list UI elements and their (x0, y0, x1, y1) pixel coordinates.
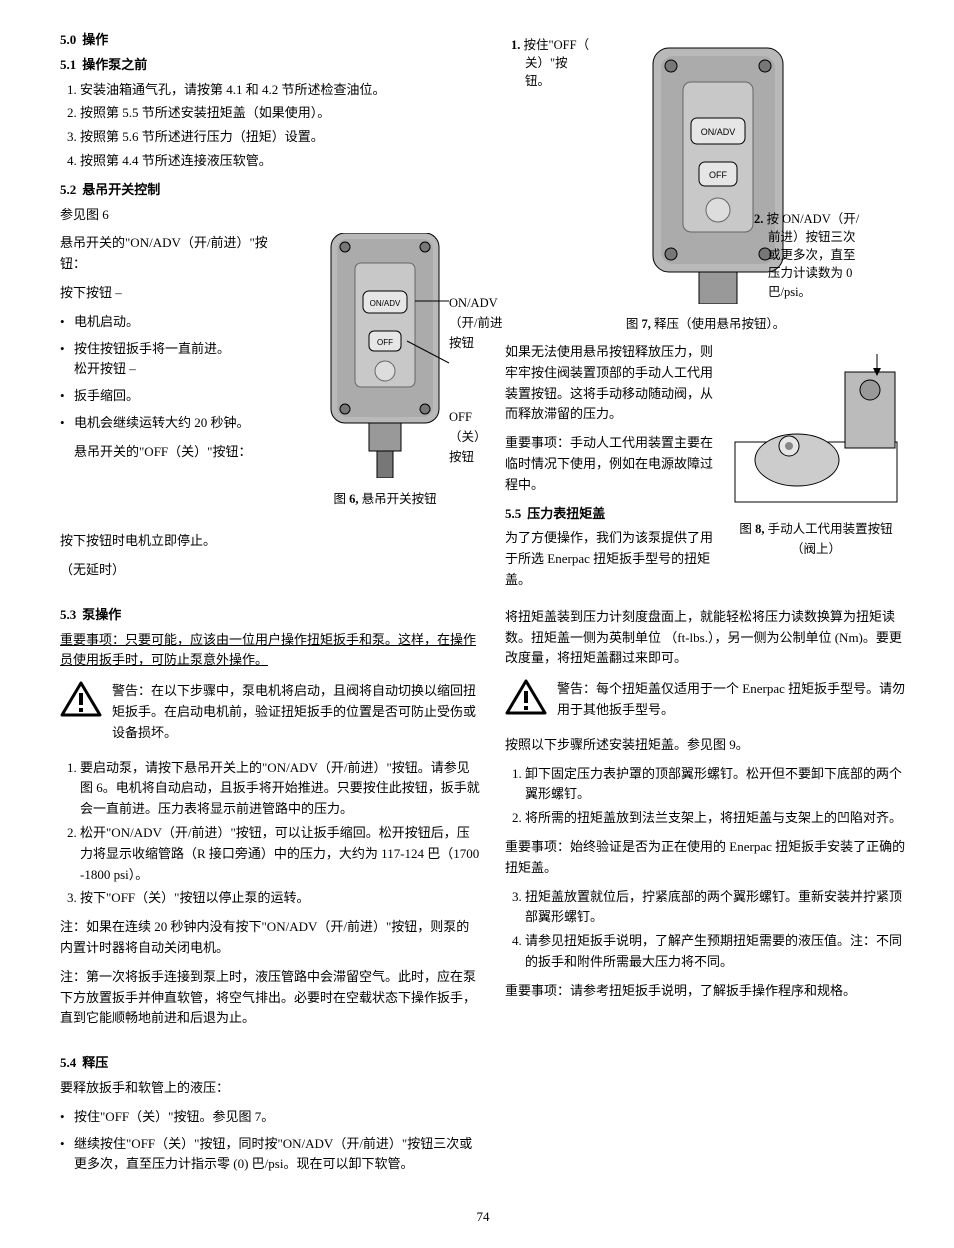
sec-5-4-num: 5.4 (60, 1055, 76, 1070)
sec-5-2-head: 5.2 悬吊开关控制 (60, 180, 481, 201)
list-item: 按照第 5.5 节所述安装扭矩盖（如果使用）。 (80, 103, 481, 124)
list-item: 安装油箱通气孔，请按第 4.1 和 4.2 节所述检查油位。 (80, 80, 481, 101)
fig6-l1: ON/ADV (449, 293, 507, 313)
s55-warning: 警告：每个扭矩盖仅适用于一个 Enerpac 扭矩扳手型号。请勿用于其他扳手型号… (505, 679, 906, 721)
sec-5-3-num: 5.3 (60, 607, 76, 622)
fig7-cap-prefix: 图 (626, 317, 639, 331)
figure-8: 图 8, 手动人工代用装置按钮 （阀上） (726, 342, 906, 559)
fig7-c1-3: 钮。 (511, 74, 550, 88)
fig7-c1-2: 关）"按 (511, 56, 568, 70)
s53-list: 要启动泵，请按下悬吊开关上的"ON/ADV（开/前进）"按钮。请参见图 6。电机… (60, 758, 481, 910)
right-column: 1. 按住"OFF（ 关）"按 钮。 ON/ADV (505, 30, 906, 1183)
sec-5-2-seefig: 参见图 6 (60, 205, 481, 226)
sec-5-3-head: 5.3 泵操作 (60, 605, 481, 626)
list-item: 按下"OFF（关）"按钮以停止泵的运转。 (80, 888, 481, 909)
figure-7-caption: 图 7, 释压（使用悬吊按钮）。 (505, 314, 906, 334)
fig7-callout-1: 1. 按住"OFF（ 关）"按 钮。 (511, 36, 641, 90)
s53-note2: 注：第一次将扳手连接到泵上时，液压管路中会滞留空气。此时，应在泵下方放置扳手并伸… (60, 967, 481, 1029)
list-item: 卸下固定压力表护罩的顶部翼形螺钉。松开但不要卸下底部的两个翼形螺钉。 (525, 764, 906, 806)
sec-5-1-head: 5.1 操作泵之前 (60, 55, 481, 76)
list-item: 电机会继续运转大约 20 秒钟。 (60, 413, 481, 434)
svg-text:ON/ADV: ON/ADV (701, 127, 736, 137)
s54-bullets: 按住"OFF（关）"按钮。参见图 7。 继续按住"OFF（关）"按钮，同时按"O… (60, 1107, 481, 1175)
s53-warning: 警告：在以下步骤中，泵电机将启动，且阀将自动切换以缩回扭矩扳手。在启动电机前，验… (60, 681, 481, 743)
fig6-cap-num: 6, (349, 492, 358, 506)
list-item: 扭矩盖放置就位后，拧紧底部的两个翼形螺钉。重新安装并拧紧顶部翼形螺钉。 (525, 887, 906, 929)
sec-5-2-txt: 悬吊开关控制 (82, 182, 160, 197)
fig6-cap-prefix: 图 (333, 492, 346, 506)
s55-p2: 将扭矩盖装到压力计刻度盘面上，就能轻松将压力读数换算为扭矩读数。扭矩盖一侧为英制… (505, 607, 906, 669)
fig7-c2-4: 压力计读数为 0 (754, 266, 852, 280)
page-number: 74 (60, 1207, 906, 1228)
fig7-c2-5: 巴/psi。 (754, 285, 811, 299)
list-item: 按照第 5.6 节所述进行压力（扭矩）设置。 (80, 127, 481, 148)
list-item: 继续按住"OFF（关）"按钮，同时按"ON/ADV（开/前进）"按钮三次或更多次… (60, 1134, 481, 1176)
list-item: 请参见扭矩扳手说明，了解产生预期扭矩需要的液压值。注：不同的扳手和附件所需最大压… (525, 931, 906, 973)
fig7-c2-1: 按 ON/ADV（开/ (767, 212, 860, 226)
sec-5-1-txt: 操作泵之前 (82, 57, 147, 72)
pendant-illustration-fig7: ON/ADV OFF (635, 44, 745, 311)
list-item: 要启动泵，请按下悬吊开关上的"ON/ADV（开/前进）"按钮。请参见图 6。电机… (80, 758, 481, 820)
list-item: 电机启动。 (60, 312, 481, 333)
fig7-c2-2: 前进）按钮三次 (754, 230, 856, 244)
list-item: 按照第 4.4 节所述连接液压软管。 (80, 151, 481, 172)
figure-8-caption: 图 8, 手动人工代用装置按钮 （阀上） (726, 519, 906, 559)
sec-5-0-head: 5.0 操作 (60, 30, 481, 51)
s53-note1: 注：如果在连续 20 秒钟内没有按下"ON/ADV（开/前进）"按钮，则泵的内置… (60, 917, 481, 959)
fig6-cap-txt: 悬吊开关按钮 (362, 492, 437, 506)
sec-5-4-head: 5.4 释压 (60, 1053, 481, 1074)
fig8-cap-prefix: 图 (739, 522, 752, 536)
sec-5-5-num: 5.5 (505, 506, 521, 521)
figure-7-image: 1. 按住"OFF（ 关）"按 钮。 ON/ADV (505, 30, 906, 310)
figure-8-image (727, 342, 905, 512)
s52-nodelay: （无延时） (60, 560, 481, 581)
svg-text:ON/ADV: ON/ADV (370, 299, 401, 308)
fig7-c2-b: 2. (754, 212, 763, 226)
fig7-c1-1: 按住"OFF（ (524, 38, 590, 52)
fig6-l6: 按钮 (449, 447, 507, 467)
warning-icon (60, 681, 102, 717)
sec-5-5-txt: 压力表扭矩盖 (527, 506, 605, 521)
figure-7: 1. 按住"OFF（ 关）"按 钮。 ON/ADV (505, 30, 906, 334)
fig7-cap-num: 7, (641, 317, 650, 331)
warning-icon (505, 679, 547, 715)
figure-6-caption: 图 6, 悬吊开关按钮 (289, 489, 481, 509)
fig7-cap-txt: 释压（使用悬吊按钮）。 (654, 317, 785, 331)
sec-5-1-list: 安装油箱通气孔，请按第 4.1 和 4.2 节所述检查油位。 按照第 5.5 节… (60, 80, 481, 172)
left-column: 5.0 操作 5.1 操作泵之前 安装油箱通气孔，请按第 4.1 和 4.2 节所述… (60, 30, 481, 1183)
fig8-cap-l1: 手动人工代用装置按钮 (768, 522, 893, 536)
s55-list-b: 扭矩盖放置就位后，拧紧底部的两个翼形螺钉。重新安装并拧紧顶部翼形螺钉。 请参见扭… (505, 887, 906, 973)
fig7-c2-3: 或更多次，直至 (754, 248, 856, 262)
sec-5-4-txt: 释压 (82, 1055, 108, 1070)
list-item: 将所需的扭矩盖放到法兰支架上，将扭矩盖与支架上的凹陷对齐。 (525, 808, 906, 829)
s55-important-2: 重要事项：请参考扭矩扳手说明，了解扳手操作程序和规格。 (505, 981, 906, 1002)
fig7-callout-2: 2. 按 ON/ADV（开/ 前进）按钮三次 或更多次，直至 压力计读数为 0 … (754, 210, 904, 301)
s54-p1: 要释放扳手和软管上的液压： (60, 1078, 481, 1099)
sec-5-2-num: 5.2 (60, 182, 76, 197)
sec-5-0-txt: 操作 (82, 32, 108, 47)
fig8-cap-num: 8, (755, 522, 764, 536)
s55-important: 重要事项：始终验证是否为正在使用的 Enerpac 扭矩扳手安装了正确的扭矩盖。 (505, 837, 906, 879)
s55-p3: 按照以下步骤所述安装扭矩盖。参见图 9。 (505, 735, 906, 756)
s52-bullets: 电机启动。 按住按钮扳手将一直前进。 松开按钮 – 扳手缩回。 电机会继续运转大… (60, 312, 481, 434)
list-item: 按住"OFF（关）"按钮。参见图 7。 (60, 1107, 481, 1128)
list-item: 按住按钮扳手将一直前进。 松开按钮 – (60, 339, 481, 381)
fig8-cap-l2: （阀上） (791, 542, 841, 556)
list-item: 扳手缩回。 (60, 386, 481, 407)
sec-5-0-num: 5.0 (60, 32, 76, 47)
sec-5-1-num: 5.1 (60, 57, 76, 72)
s52-stop: 按下按钮时电机立即停止。 (60, 531, 481, 552)
fig7-c1-b: 1. (511, 38, 520, 52)
s53-warning-text: 警告：在以下步骤中，泵电机将启动，且阀将自动切换以缩回扭矩扳手。在启动电机前，验… (112, 681, 481, 743)
svg-text:OFF: OFF (709, 170, 727, 180)
list-item: 松开"ON/ADV（开/前进）"按钮，可以让扳手缩回。松开按钮后，压力将显示收缩… (80, 823, 481, 885)
s52-bul2a: 按住按钮扳手将一直前进。 (74, 341, 230, 356)
s52-bul2b: 松开按钮 – (74, 361, 136, 376)
s55-warning-text: 警告：每个扭矩盖仅适用于一个 Enerpac 扭矩扳手型号。请勿用于其他扳手型号… (557, 679, 906, 721)
s53-important: 重要事项：只要可能，应该由一位用户操作扭矩扳手和泵。这样，在操作员使用扳手时，可… (60, 630, 481, 672)
s55-list-a: 卸下固定压力表护罩的顶部翼形螺钉。松开但不要卸下底部的两个翼形螺钉。 将所需的扭… (505, 764, 906, 829)
sec-5-3-txt: 泵操作 (82, 607, 121, 622)
